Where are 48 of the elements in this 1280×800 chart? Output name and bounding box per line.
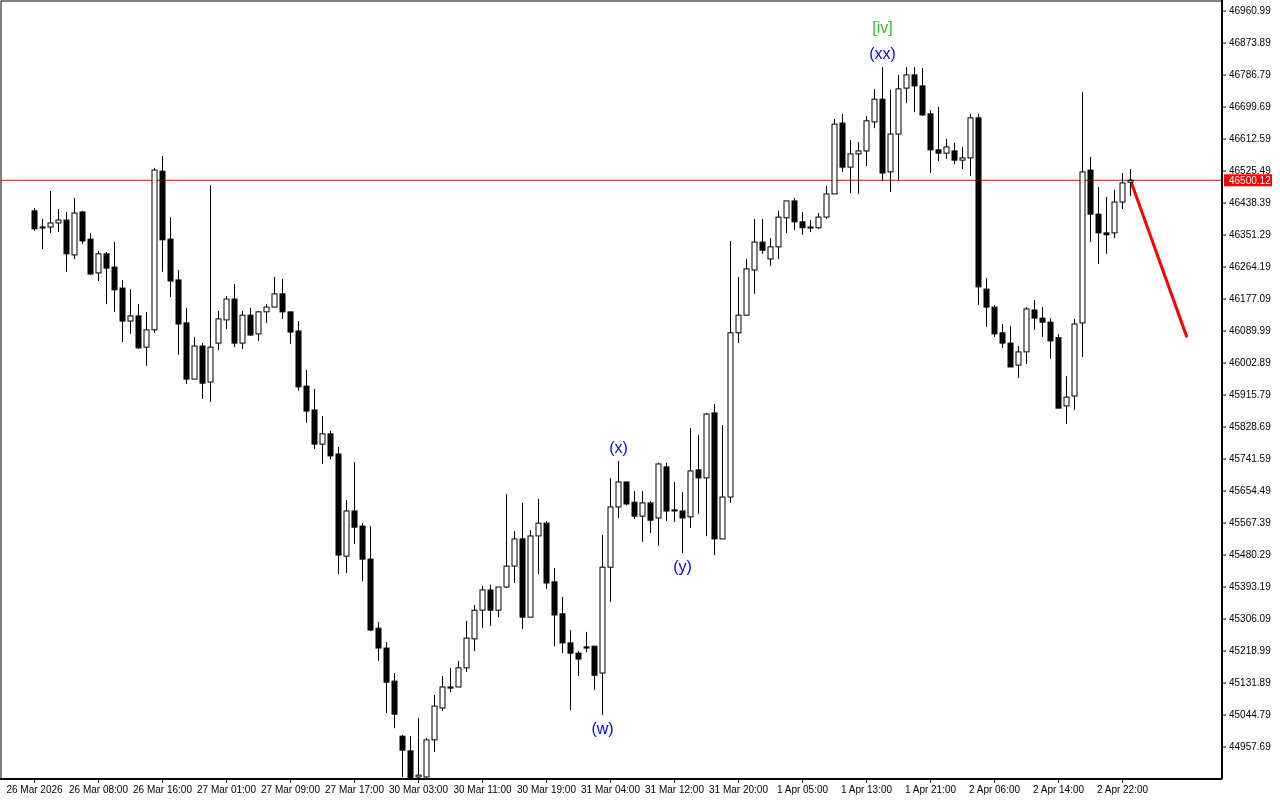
x-tick-label: 27 Mar 09:00 — [261, 783, 321, 795]
y-tick-label: 46699.69 — [1229, 101, 1272, 113]
y-tick-label: 45915.79 — [1229, 389, 1272, 401]
x-tick-label: 1 Apr 21:00 — [904, 783, 957, 795]
y-tick-label: 46351.29 — [1229, 229, 1272, 241]
x-tick-label: 2 Apr 22:00 — [1096, 783, 1149, 795]
y-tick-label: 45306.09 — [1229, 613, 1272, 625]
y-tick-label: 45567.39 — [1229, 517, 1272, 529]
x-tick-label: 26 Mar 16:00 — [133, 783, 193, 795]
x-tick-label: 30 Mar 19:00 — [517, 783, 577, 795]
y-tick-label: 46089.99 — [1229, 325, 1272, 337]
y-tick-label: 46960.99 — [1229, 5, 1272, 17]
y-tick-label: 45131.89 — [1229, 677, 1272, 689]
x-tick-label: 30 Mar 11:00 — [453, 783, 513, 795]
x-tick-label: 26 Mar 08:00 — [69, 783, 129, 795]
y-tick-label: 45480.29 — [1229, 549, 1272, 561]
x-tick-label: 26 Mar 2026 — [6, 783, 64, 795]
x-tick-label: 27 Mar 01:00 — [197, 783, 257, 795]
y-tick-label: 45218.99 — [1229, 645, 1272, 657]
ref-line-label: 46500.12 — [1229, 174, 1272, 186]
y-tick-label: 45044.79 — [1229, 709, 1272, 721]
x-tick-label: 2 Apr 14:00 — [1032, 783, 1085, 795]
annotation: [iv] — [872, 18, 893, 36]
y-tick-label: 44957.69 — [1229, 741, 1272, 753]
x-tick-label: 1 Apr 05:00 — [776, 783, 829, 795]
annotation: (x) — [609, 438, 628, 456]
y-tick-label: 46786.79 — [1229, 69, 1272, 81]
annotation: (xx) — [869, 44, 896, 62]
y-tick-label: 45393.19 — [1229, 581, 1272, 593]
x-tick-label: 31 Mar 04:00 — [581, 783, 641, 795]
y-tick-label: 46264.19 — [1229, 261, 1272, 273]
x-tick-label: 2 Apr 06:00 — [968, 783, 1021, 795]
x-tick-label: 31 Mar 20:00 — [709, 783, 769, 795]
x-tick-label: 30 Mar 03:00 — [389, 783, 449, 795]
y-tick-label: 46525.49 — [1229, 165, 1272, 177]
y-tick-label: 46177.09 — [1229, 293, 1272, 305]
y-tick-label: 45828.69 — [1229, 421, 1272, 433]
y-tick-label: 46873.89 — [1229, 37, 1272, 49]
x-tick-label: 27 Mar 17:00 — [325, 783, 385, 795]
y-tick-label: 46438.39 — [1229, 197, 1272, 209]
annotation: (w) — [591, 720, 614, 738]
x-tick-label: 1 Apr 13:00 — [840, 783, 893, 795]
y-tick-label: 46612.59 — [1229, 133, 1272, 145]
y-tick-label: 45741.59 — [1229, 453, 1272, 465]
x-tick-label: 31 Mar 12:00 — [645, 783, 705, 795]
annotation: (y) — [673, 558, 692, 576]
y-tick-label: 45654.49 — [1229, 485, 1272, 497]
y-tick-label: 46002.89 — [1229, 357, 1272, 369]
